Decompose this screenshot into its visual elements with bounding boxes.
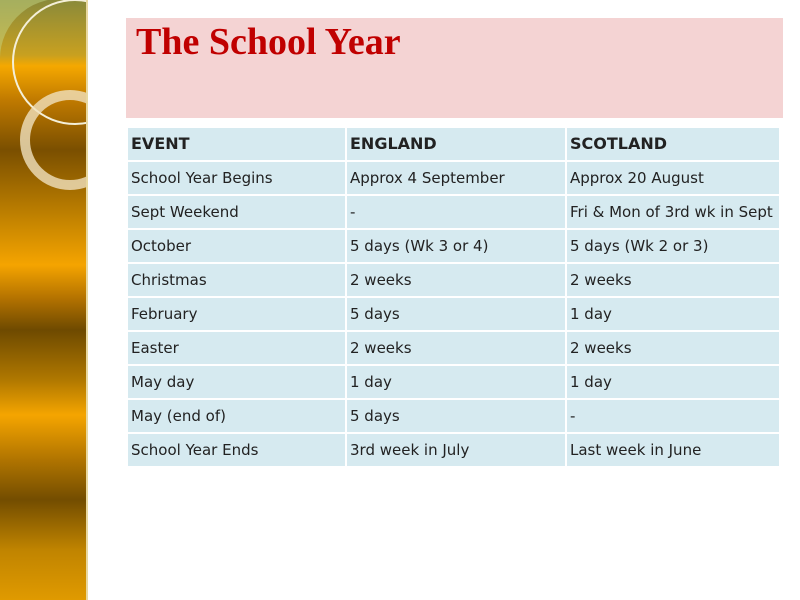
table-cell: 5 days: [345, 398, 567, 434]
table-cell: October: [126, 228, 347, 264]
table-cell: 3rd week in July: [345, 432, 567, 468]
table-cell: 2 weeks: [345, 262, 567, 298]
table-cell: 5 days (Wk 2 or 3): [565, 228, 781, 264]
table-row: School Year Begins Approx 4 September Appr…: [126, 160, 781, 196]
table-cell: Sept Weekend: [126, 194, 347, 230]
school-year-table: EVENT ENGLAND SCOTLAND School Year Begin…: [126, 126, 781, 468]
circles-decoration-icon: [0, 0, 88, 190]
table-row: May day 1 day 1 day: [126, 364, 781, 400]
table-cell: 1 day: [565, 296, 781, 332]
table-cell: School Year Ends: [126, 432, 347, 468]
table-cell: Fri & Mon of 3rd wk in Sept: [565, 194, 781, 230]
table-header-row: EVENT ENGLAND SCOTLAND: [126, 126, 781, 162]
table-cell: 5 days (Wk 3 or 4): [345, 228, 567, 264]
table-cell: Christmas: [126, 262, 347, 298]
table-cell: 2 weeks: [565, 330, 781, 366]
table-cell: Last week in June: [565, 432, 781, 468]
table-cell: May (end of): [126, 398, 347, 434]
column-header: SCOTLAND: [565, 126, 781, 162]
table-cell: 2 weeks: [565, 262, 781, 298]
table-cell: 1 day: [565, 364, 781, 400]
table-cell: 1 day: [345, 364, 567, 400]
table-cell: February: [126, 296, 347, 332]
table-row: May (end of) 5 days -: [126, 398, 781, 434]
table-cell: School Year Begins: [126, 160, 347, 196]
table-cell: -: [345, 194, 567, 230]
table-row: School Year Ends 3rd week in July Last wee…: [126, 432, 781, 468]
table-cell: Easter: [126, 330, 347, 366]
table-row: Sept Weekend - Fri & Mon of 3rd wk in Sept: [126, 194, 781, 230]
table-cell: Approx 4 September: [345, 160, 567, 196]
table-row: Christmas 2 weeks 2 weeks: [126, 262, 781, 298]
slide-title: The School Year: [136, 21, 401, 63]
table-cell: Approx 20 August: [565, 160, 781, 196]
table-cell: -: [565, 398, 781, 434]
table-cell: May day: [126, 364, 347, 400]
column-header: ENGLAND: [345, 126, 567, 162]
table-cell: 5 days: [345, 296, 567, 332]
decorative-side-bar: [0, 0, 88, 600]
column-header: EVENT: [126, 126, 347, 162]
table-row: October 5 days (Wk 3 or 4) 5 days (Wk 2 or…: [126, 228, 781, 264]
table-cell: 2 weeks: [345, 330, 567, 366]
title-box: The School Year: [126, 18, 783, 118]
table-row: February 5 days 1 day: [126, 296, 781, 332]
table-row: Easter 2 weeks 2 weeks: [126, 330, 781, 366]
